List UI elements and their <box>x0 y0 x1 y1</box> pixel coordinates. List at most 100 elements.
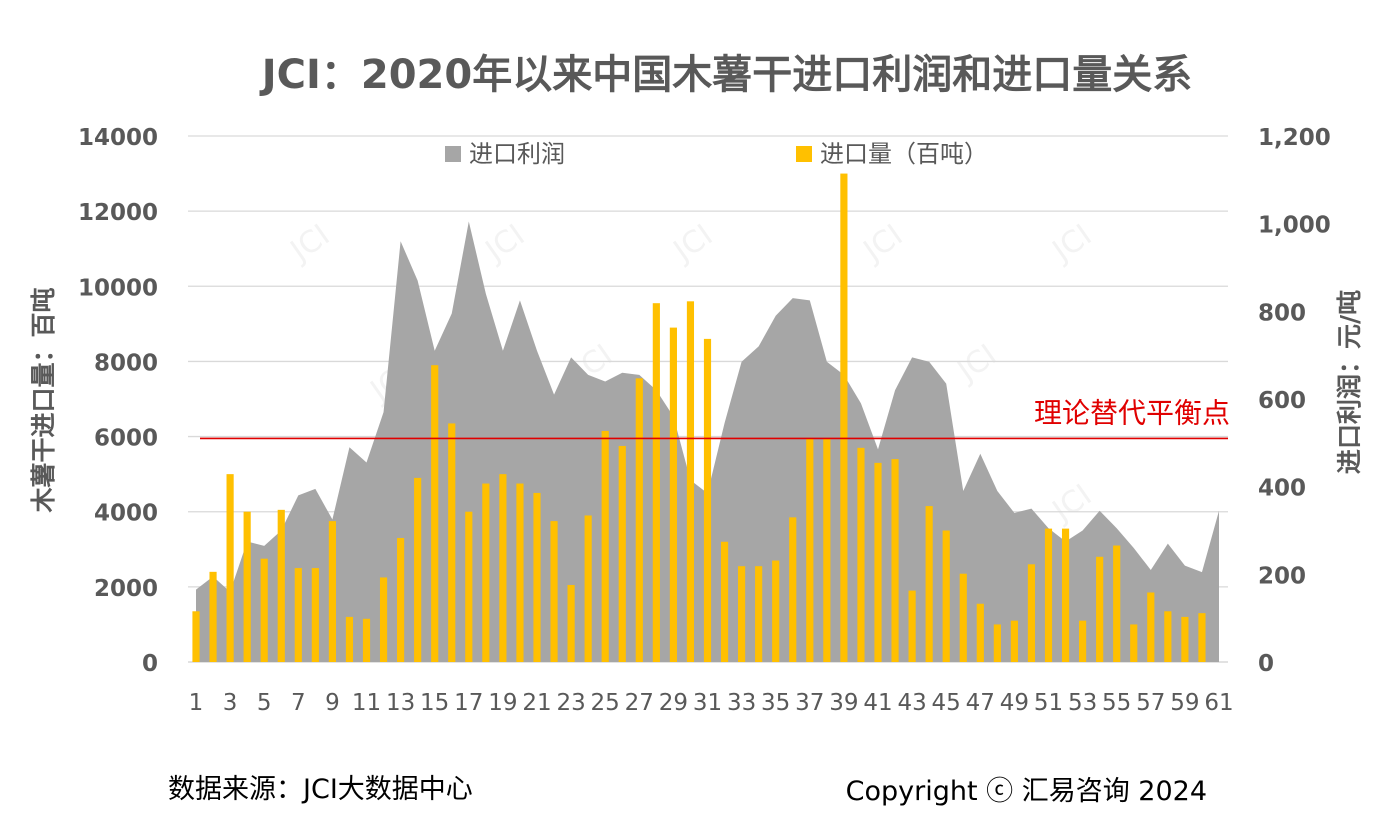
right-y-tick-label: 1,000 <box>1258 213 1331 239</box>
volume-bar-29 <box>669 327 677 662</box>
left-y-tick-label: 12000 <box>78 200 158 226</box>
left-y-tick-label: 8000 <box>94 350 158 376</box>
volume-bar-52 <box>1061 528 1070 662</box>
x-tick-label: 51 <box>1034 690 1063 716</box>
volume-bar-41 <box>874 462 882 662</box>
x-tick-label: 17 <box>454 690 483 716</box>
x-tick-label: 15 <box>420 690 449 716</box>
x-tick-label: 59 <box>1170 690 1199 716</box>
volume-bar-48 <box>993 624 1001 662</box>
volume-bar-60 <box>1198 613 1206 662</box>
volume-bar-42 <box>891 459 899 662</box>
x-tick-label: 5 <box>257 690 272 716</box>
x-tick-label: 19 <box>488 690 517 716</box>
volume-bar-57 <box>1147 592 1155 662</box>
x-tick-label: 35 <box>761 690 790 716</box>
right-y-tick-label: 400 <box>1258 476 1306 502</box>
left-y-tick-label: 2000 <box>94 576 158 602</box>
volume-bar-15 <box>431 365 439 662</box>
volume-bar-8 <box>311 568 319 662</box>
volume-bar-36 <box>789 517 797 662</box>
volume-bar-50 <box>1027 564 1036 662</box>
volume-bar-24 <box>584 515 592 662</box>
watermark-4: JCI <box>856 218 909 270</box>
volume-bar-series <box>192 173 1206 662</box>
left-y-tick-label: 4000 <box>94 501 158 527</box>
volume-bar-37 <box>806 438 814 662</box>
x-tick-label: 23 <box>556 690 585 716</box>
watermark-8: JCI <box>950 338 1003 390</box>
volume-bar-31 <box>703 338 712 662</box>
reference-line-group: 理论替代平衡点 <box>200 396 1230 440</box>
volume-bar-5 <box>260 558 268 662</box>
volume-bar-43 <box>908 590 916 662</box>
volume-bar-35 <box>772 560 780 662</box>
volume-bar-3 <box>226 474 234 662</box>
x-tick-label: 49 <box>1000 690 1029 716</box>
x-tick-label: 3 <box>223 690 238 716</box>
left-y-tick-label: 0 <box>142 651 158 677</box>
left-y-tick-label: 14000 <box>78 125 158 151</box>
volume-bar-58 <box>1164 611 1172 662</box>
right-axis-title: 进口利润：元/吨 <box>1335 290 1364 474</box>
volume-bar-10 <box>345 616 354 662</box>
left-y-tick-label: 6000 <box>94 426 158 452</box>
volume-bar-21 <box>533 492 541 662</box>
volume-bar-7 <box>294 568 302 662</box>
right-y-tick-label: 200 <box>1258 563 1306 589</box>
volume-bar-6 <box>277 509 285 662</box>
volume-bar-22 <box>550 521 558 662</box>
volume-bar-54 <box>1096 556 1104 662</box>
volume-bar-32 <box>720 541 729 662</box>
volume-bar-51 <box>1044 528 1053 662</box>
x-tick-label: 61 <box>1204 690 1233 716</box>
volume-bar-9 <box>328 521 336 662</box>
source-note: 数据来源：JCI大数据中心 <box>168 774 473 805</box>
volume-bar-45 <box>942 530 950 662</box>
left-axis-title: 木薯干进口量：百吨 <box>29 287 58 513</box>
volume-bar-30 <box>686 301 695 662</box>
x-tick-label: 47 <box>966 690 995 716</box>
volume-bar-26 <box>618 445 626 662</box>
legend: 进口利润 进口量（百吨） <box>445 140 988 168</box>
watermark-1: JCI <box>283 218 336 270</box>
watermark-3: JCI <box>666 218 719 270</box>
volume-bar-55 <box>1113 545 1121 662</box>
volume-bar-25 <box>601 430 609 662</box>
volume-bar-46 <box>959 573 967 662</box>
volume-bar-11 <box>362 618 371 662</box>
volume-bar-18 <box>482 483 490 662</box>
x-tick-label: 41 <box>863 690 892 716</box>
volume-bar-16 <box>448 423 456 662</box>
x-tick-label: 37 <box>795 690 824 716</box>
x-tick-label: 39 <box>829 690 858 716</box>
watermark-5: JCI <box>1045 218 1098 270</box>
x-tick-label: 31 <box>693 690 722 716</box>
x-tick-label: 27 <box>625 690 654 716</box>
legend-label-profit: 进口利润 <box>469 140 565 168</box>
volume-bar-2 <box>209 571 217 662</box>
volume-bar-23 <box>567 584 575 662</box>
volume-bar-19 <box>499 474 507 662</box>
right-y-tick-label: 0 <box>1258 651 1274 677</box>
right-y-tick-label: 800 <box>1258 300 1306 326</box>
x-tick-label: 1 <box>189 690 204 716</box>
volume-bar-56 <box>1130 624 1138 662</box>
volume-bar-44 <box>925 506 933 662</box>
volume-bar-20 <box>516 483 524 662</box>
x-tick-label: 29 <box>659 690 688 716</box>
x-tick-label: 43 <box>897 690 926 716</box>
x-tick-label: 53 <box>1068 690 1097 716</box>
copyright-note: Copyright ⓒ 汇易咨询 2024 <box>846 776 1207 807</box>
volume-bar-28 <box>652 303 660 662</box>
legend-swatch-profit <box>445 146 461 162</box>
volume-bar-14 <box>414 477 422 662</box>
volume-bar-39 <box>840 173 848 662</box>
volume-bar-34 <box>755 566 763 662</box>
volume-bar-4 <box>243 511 251 662</box>
legend-swatch-volume <box>796 146 812 162</box>
volume-bar-38 <box>823 438 831 662</box>
x-tick-label: 45 <box>932 690 961 716</box>
x-tick-label: 13 <box>386 690 415 716</box>
chart-title: JCI：2020年以来中国木薯干进口利润和进口量关系 <box>259 52 1192 98</box>
